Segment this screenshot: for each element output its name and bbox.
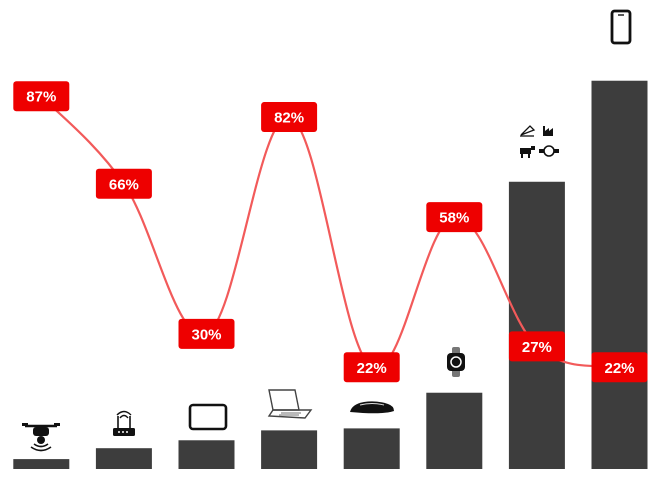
line-point-label: 66% — [95, 168, 152, 199]
bar-router — [95, 448, 152, 469]
bar-tablet — [178, 440, 235, 469]
line-point-label: 27% — [508, 331, 565, 362]
line-point-label: 87% — [13, 81, 70, 112]
label-box — [95, 168, 152, 199]
line-point-label: 22% — [591, 352, 648, 383]
bars-layer — [13, 80, 648, 469]
smartphone-icon — [610, 9, 632, 45]
label-box — [426, 202, 483, 233]
bar-car — [343, 428, 400, 469]
bar-laptop — [261, 430, 318, 469]
label-box — [591, 352, 648, 383]
laptop-icon — [267, 389, 313, 419]
label-box — [508, 331, 565, 362]
router-icon — [113, 410, 135, 436]
bar-industry — [508, 181, 565, 469]
icons-layer — [22, 9, 632, 452]
cow-icon — [520, 146, 535, 158]
smartwatch-icon — [447, 347, 465, 377]
drone-icon — [22, 423, 60, 452]
bar-smartphone — [591, 80, 648, 469]
line-point-label: 22% — [343, 352, 400, 383]
label-text: 87% — [26, 89, 56, 106]
line-point-label: 30% — [178, 318, 235, 349]
line-point-label: 82% — [261, 102, 318, 133]
car-icon — [350, 401, 394, 414]
labels-layer: 87% 66% 30% 82% 22% 58% 27% 22% — [13, 81, 648, 383]
crop-icon — [520, 125, 536, 137]
label-text: 82% — [274, 110, 304, 127]
label-text: 22% — [357, 360, 387, 377]
bar-smartwatch — [426, 392, 483, 469]
water-meter-icon — [539, 145, 559, 157]
industry-icons — [520, 125, 559, 158]
bar-drone — [13, 459, 70, 469]
percentage-line — [40, 95, 620, 370]
label-box — [343, 352, 400, 383]
label-text: 22% — [604, 360, 634, 377]
line-point-label: 58% — [426, 202, 483, 233]
label-box — [178, 318, 235, 349]
factory-icon — [543, 126, 553, 136]
label-box — [261, 102, 318, 133]
tablet-icon — [188, 403, 228, 431]
label-text: 27% — [522, 339, 552, 356]
label-text: 66% — [109, 176, 139, 193]
label-text: 30% — [191, 326, 221, 343]
label-text: 58% — [439, 210, 469, 227]
line-layer — [40, 95, 620, 370]
label-box — [13, 81, 70, 112]
